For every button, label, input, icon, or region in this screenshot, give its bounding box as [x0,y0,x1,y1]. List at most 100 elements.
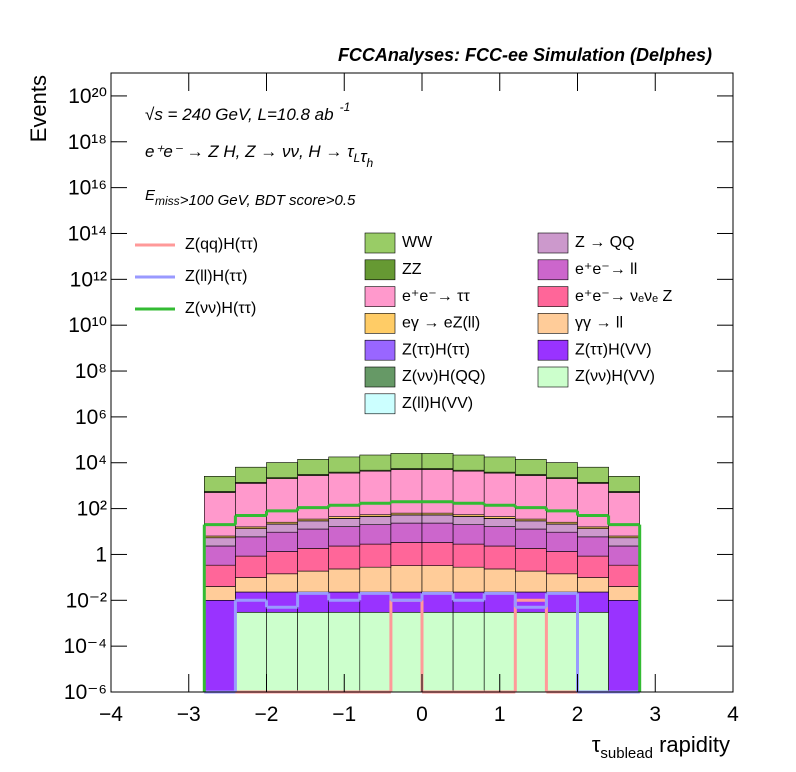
histogram-bar [452,566,485,593]
histogram-bar [204,564,236,587]
histogram-bar [266,462,298,479]
histogram-bar [266,611,298,693]
y-tick-label: 10⁻⁴ [64,635,107,658]
histogram-bar [577,577,609,593]
y-tick-label: 10¹⁴ [68,222,107,245]
x-tick-label: −2 [255,703,279,726]
histogram-bar [452,591,485,613]
legend-swatch [364,366,396,388]
y-tick-label: 10⁻⁶ [64,681,107,704]
histogram-bar [452,516,485,526]
annotation: Emiss>100 GeV, BDT score>0.5 [145,187,356,209]
histogram-bar [452,470,485,516]
legend-label: Z(ττ)H(VV) [575,341,652,358]
histogram-bar [235,528,267,538]
legend-swatch [537,366,569,388]
histogram-bar [577,536,609,557]
histogram-bar [297,520,330,530]
x-axis-label: τsublead rapidity [592,732,730,762]
annotation-text: τ [360,147,368,166]
histogram-bar [421,611,454,693]
legend-label: Z(ll)H(VV) [402,395,473,412]
histogram-bar [235,555,267,578]
histogram-bar [421,565,454,593]
histogram-bar [328,591,361,613]
legend-swatch [364,393,396,415]
x-tick-label: 3 [649,703,661,726]
histogram-bar [204,492,236,537]
histogram-bar [546,611,578,693]
histogram-bar [297,611,330,693]
legend-swatch [537,232,569,254]
y-tick-label: 10¹⁸ [68,131,107,154]
histogram-bar [390,453,423,469]
histogram-bar [266,531,298,552]
annotation-superscript: -1 [340,100,351,114]
legend-label: ZZ [402,261,422,278]
histogram-bar [483,545,516,570]
y-tick-label: 10⁻² [66,589,107,612]
legend-swatch [364,259,396,281]
x-tick-label: 1 [494,703,506,726]
legend-swatch [364,286,396,307]
histogram-bar [514,520,547,530]
histogram-bar [235,577,267,593]
histogram-bar [546,591,578,613]
histogram-bar [483,456,516,473]
x-label-symbol: τ [592,732,601,757]
histogram-bar [235,536,267,557]
histogram-bar [421,514,454,524]
annotation: √s = 240 GeV, L=10.8 ab -1 [145,100,350,124]
histogram-bar [577,528,609,538]
histogram-bar [452,611,485,693]
histogram-bar [514,591,547,613]
y-tick-label: 10²⁰ [68,85,107,108]
histogram-bar [297,459,330,475]
annotation-text: √s = 240 GeV, L=10.8 ab [145,105,334,124]
histogram-bar [328,456,361,473]
histogram-bar [328,472,361,517]
histogram-bar [204,586,236,601]
histogram-bar [421,542,454,566]
legend-label: eγ → eZ(ll) [402,315,480,332]
histogram-bar [390,591,423,613]
legend-label: γγ → ll [575,315,623,332]
histogram-bar [390,522,423,543]
legend-label: e⁺e⁻→ νₑνₑ Z [575,288,672,305]
histogram-bar [235,611,267,693]
histogram-bar [328,518,361,527]
legend-label: WW [402,234,433,251]
histogram-bar [328,526,361,547]
histogram-bar [483,568,516,593]
histogram-bar [452,454,485,471]
histogram-bar [359,543,392,568]
y-tick-label: 10⁸ [75,360,107,383]
histogram-bar [297,528,330,549]
legend-swatch [364,313,396,334]
histogram-bar [483,526,516,547]
legend-label: Z(ll)H(ττ) [185,268,247,285]
histogram-bar [390,469,423,514]
histogram-bar [359,516,392,526]
x-tick-label: −3 [177,703,201,726]
histogram-bar [266,591,298,613]
histogram-bar [235,466,267,483]
x-tick-label: 4 [727,703,739,726]
legend-swatch [364,339,396,361]
histogram-bar [546,573,578,593]
y-tick-label: 10² [77,498,107,521]
annotation-text: E [145,187,156,204]
histogram-bar [514,611,547,693]
histogram-bar [359,611,392,693]
chart-title: FCCAnalyses: FCC-ee Simulation (Delphes) [338,45,712,65]
histogram-bar [359,470,392,516]
histogram-bar [359,566,392,593]
annotation-text: >100 GeV, BDT score>0.5 [180,192,356,209]
histogram-bar [266,573,298,593]
histogram-bar [546,478,578,523]
histogram-bar [390,565,423,593]
histogram-bar [514,528,547,549]
histogram-bar [390,542,423,566]
legend-swatch [537,286,569,307]
annotation-subscript: L [354,151,361,165]
